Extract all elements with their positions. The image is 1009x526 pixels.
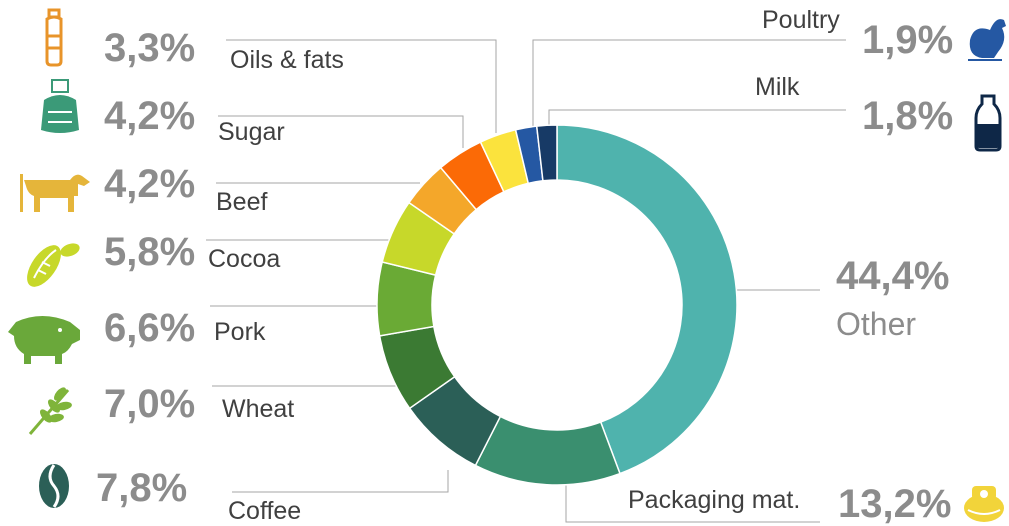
category-label-poultry: Poultry — [762, 6, 840, 34]
sugar-sack-icon — [41, 79, 79, 133]
value-label-poultry: 1,9% — [862, 18, 954, 62]
category-label-cocoa: Cocoa — [208, 245, 281, 273]
category-label-pork: Pork — [214, 318, 266, 346]
category-label-wheat: Wheat — [222, 395, 295, 423]
packaging-icon — [964, 486, 1004, 522]
category-label-other: Other — [836, 306, 917, 342]
donut-slices — [376, 124, 738, 486]
leader-line-packaging-mat — [565, 468, 820, 523]
value-label-coffee: 7,8% — [96, 466, 188, 510]
slice-other — [556, 124, 738, 475]
value-label-packaging-mat: 13,2% — [838, 482, 952, 526]
category-icons — [8, 8, 1006, 522]
category-label-coffee: Coffee — [228, 497, 302, 525]
slice-milk — [535, 124, 558, 182]
pig-icon — [8, 316, 80, 364]
leader-line-sugar — [218, 115, 464, 148]
milk-bottle-icon — [974, 94, 1002, 152]
value-label-other: 44,4% — [836, 254, 950, 298]
leader-line-milk — [548, 109, 846, 126]
value-label-beef: 4,2% — [104, 162, 196, 206]
value-label-pork: 6,6% — [104, 306, 196, 350]
value-label-oils-fats: 3,3% — [104, 26, 196, 70]
category-label-beef: Beef — [216, 188, 268, 216]
leader-lines — [206, 39, 846, 523]
cow-icon — [20, 174, 90, 212]
leader-line-oils-fats — [226, 39, 497, 133]
wheat-icon — [28, 387, 72, 435]
leader-line-coffee — [232, 470, 449, 493]
coffee-bean-icon — [39, 464, 69, 508]
category-label-oils-fats: Oils & fats — [230, 46, 344, 74]
category-label-packaging-mat: Packaging mat. — [628, 486, 801, 514]
value-label-sugar: 4,2% — [104, 94, 196, 138]
cocoa-pod-icon — [27, 243, 80, 287]
oil-bottle-icon — [45, 8, 63, 67]
value-label-milk: 1,8% — [862, 94, 954, 138]
slice-packaging-mat — [474, 415, 621, 486]
value-label-cocoa: 5,8% — [104, 230, 196, 274]
leader-line-poultry — [532, 39, 846, 126]
category-label-sugar: Sugar — [218, 118, 285, 146]
value-label-wheat: 7,0% — [104, 382, 196, 426]
category-label-milk: Milk — [755, 73, 800, 101]
hen-icon — [968, 19, 1006, 61]
